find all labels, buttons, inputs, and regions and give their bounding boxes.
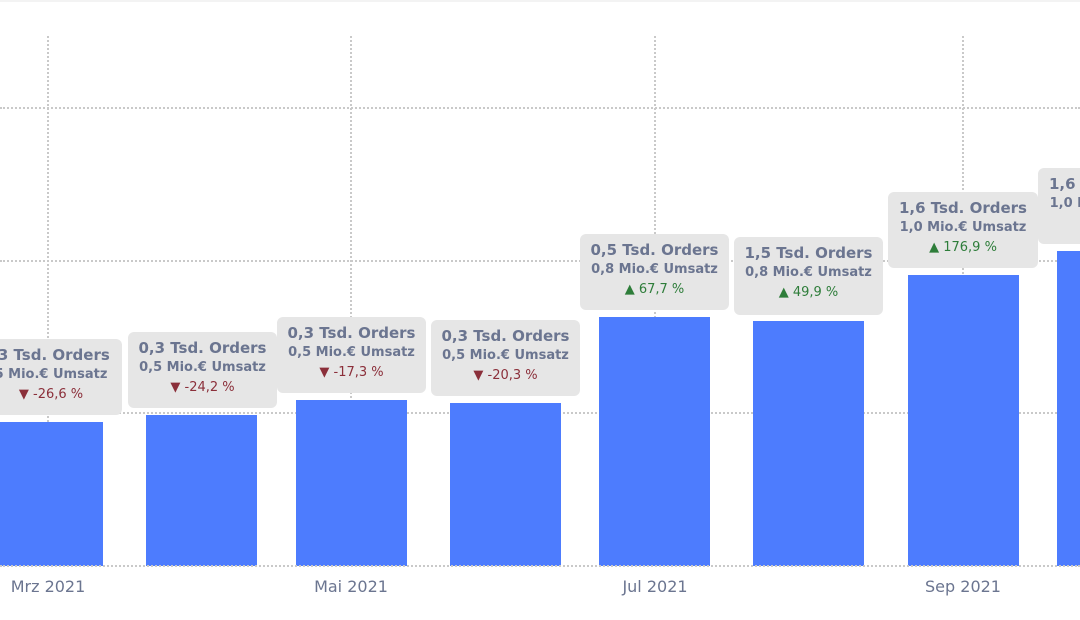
bar-apr-2021[interactable]: [146, 415, 257, 566]
triangle-down-icon: ▼: [319, 365, 330, 380]
change-value: ▼ -17,3 %: [277, 363, 426, 383]
change-value: ▼ -20,3 %: [431, 366, 580, 386]
gridline-h: [0, 260, 1080, 262]
triangle-up-icon: ▲: [624, 282, 635, 297]
umsatz-value: 0,8 Mio.€ Umsatz: [745, 265, 872, 280]
change-value: ▼ -26,6 %: [0, 385, 122, 405]
umsatz-value: 1,0 Mio.€ Umsatz: [899, 220, 1027, 235]
umsatz-value: 5 Mio.€ Umsatz: [0, 367, 108, 382]
orders-value: 0,3 Tsd. Orders: [138, 339, 267, 357]
bar-jun-2021[interactable]: [450, 403, 561, 566]
x-tick-label: Sep 2021: [925, 577, 1001, 596]
orders-value: 1,6 Tsd. Orders: [898, 199, 1027, 217]
bar-sep-2021[interactable]: [908, 275, 1019, 566]
orders-value: 1,5 Tsd. Orders: [744, 244, 873, 262]
change-percent: 49,9 %: [792, 285, 839, 300]
data-label: 0,3 Tsd. Orders 0,5 Mio.€ Umsatz ▼ -20,3…: [431, 320, 580, 396]
bar-mai-2021[interactable]: [296, 400, 407, 566]
data-label: 1,6 Tsd. Orders 1,0 Mio.€ Umsatz ▲ 176,9…: [888, 192, 1038, 268]
orders-value: 0,5 Tsd. Orders: [590, 241, 719, 259]
orders-value: 1,6 Tsd. Orders: [1048, 175, 1080, 193]
change-value: ▲ 176,9 %: [888, 238, 1038, 258]
data-label: 1,5 Tsd. Orders 0,8 Mio.€ Umsatz ▲ 49,9 …: [734, 237, 883, 315]
change-percent: -26,6 %: [33, 387, 84, 402]
change-value: ▲ 67,7 %: [580, 280, 729, 300]
gridline-v: [350, 36, 352, 566]
change-value: ▲ 49,9 %: [734, 283, 883, 303]
triangle-up-icon: ▲: [778, 285, 789, 300]
top-border: [0, 0, 1080, 2]
umsatz-value: 1,0 Mio.€ Umsatz: [1049, 196, 1080, 211]
change-percent: -24,2 %: [184, 380, 235, 395]
change-percent: 67,7 %: [638, 282, 685, 297]
triangle-down-icon: ▼: [473, 368, 484, 383]
bar-jul-2021[interactable]: [599, 317, 710, 566]
gridline-h: [0, 107, 1080, 109]
x-tick-label: Mai 2021: [314, 577, 388, 596]
bar-aug-2021[interactable]: [753, 321, 864, 566]
gridline-v: [47, 36, 49, 566]
orders-value: 0,3 Tsd. Orders: [441, 327, 570, 345]
data-label: ,3 Tsd. Orders 5 Mio.€ Umsatz ▼ -26,6 %: [0, 339, 122, 415]
change-percent: -20,3 %: [487, 368, 538, 383]
umsatz-value: 0,8 Mio.€ Umsatz: [591, 262, 718, 277]
baseline: [0, 565, 1080, 567]
x-tick-label: Mrz 2021: [10, 577, 86, 596]
orders-value: ,3 Tsd. Orders: [0, 346, 110, 364]
umsatz-value: 0,5 Mio.€ Umsatz: [139, 360, 266, 375]
triangle-down-icon: ▼: [18, 387, 29, 402]
umsatz-value: 0,5 Mio.€ Umsatz: [442, 348, 569, 363]
bar-mrz-2021[interactable]: [0, 422, 103, 566]
data-label: 0,3 Tsd. Orders 0,5 Mio.€ Umsatz ▼ -24,2…: [128, 332, 277, 408]
triangle-down-icon: ▼: [170, 380, 181, 395]
change-value: ▼ -24,2 %: [128, 378, 277, 398]
triangle-up-icon: ▲: [929, 240, 940, 255]
data-label: 0,3 Tsd. Orders 0,5 Mio.€ Umsatz ▼ -17,3…: [277, 317, 426, 393]
change-value: ▲: [1038, 214, 1080, 234]
data-label: 1,6 Tsd. Orders 1,0 Mio.€ Umsatz ▲: [1038, 168, 1080, 244]
change-percent: 176,9 %: [943, 240, 997, 255]
bar-okt-2021[interactable]: [1057, 251, 1080, 566]
change-percent: -17,3 %: [333, 365, 384, 380]
x-tick-label: Jul 2021: [622, 577, 688, 596]
umsatz-value: 0,5 Mio.€ Umsatz: [288, 345, 415, 360]
data-label: 0,5 Tsd. Orders 0,8 Mio.€ Umsatz ▲ 67,7 …: [580, 234, 729, 310]
orders-value: 0,3 Tsd. Orders: [287, 324, 416, 342]
